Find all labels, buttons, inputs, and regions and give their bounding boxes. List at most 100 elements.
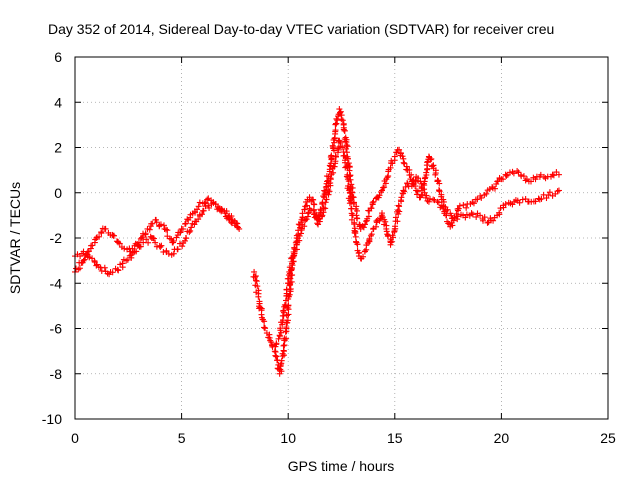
data-point (366, 235, 373, 242)
data-point (142, 230, 149, 237)
data-point (554, 188, 561, 195)
data-point (160, 222, 167, 229)
data-point (430, 196, 437, 203)
data-point (503, 172, 510, 179)
data-point (434, 198, 441, 205)
data-point (404, 180, 411, 187)
y-axis-label: SDTVAR / TECUs (7, 182, 23, 294)
data-point (360, 224, 367, 231)
data-point (128, 252, 135, 259)
data-point (384, 233, 391, 240)
data-point (330, 169, 337, 176)
data-point (86, 254, 93, 261)
data-point (331, 147, 338, 154)
data-point (255, 293, 262, 300)
data-point (372, 223, 379, 230)
data-point (146, 226, 153, 233)
data-point (346, 167, 353, 174)
data-point (345, 178, 352, 185)
data-point (258, 311, 265, 318)
data-point (261, 318, 268, 325)
data-point (275, 335, 282, 342)
x-tick-label: 25 (600, 430, 616, 446)
data-point (455, 205, 462, 212)
data-point (346, 189, 353, 196)
data-point (460, 202, 467, 209)
data-point (428, 155, 435, 162)
data-point (214, 206, 221, 213)
data-point (354, 215, 361, 222)
data-point (516, 199, 523, 206)
data-point (124, 256, 131, 263)
data-point (158, 242, 165, 249)
x-tick-label: 10 (280, 430, 296, 446)
data-point (473, 213, 480, 220)
data-point (234, 223, 241, 230)
data-point (390, 234, 397, 241)
data-point (80, 257, 87, 264)
data-point (281, 301, 288, 308)
data-point (283, 286, 290, 293)
data-point (522, 177, 529, 184)
data-point (206, 204, 213, 211)
data-point (101, 264, 108, 271)
data-point (480, 217, 487, 224)
data-point (549, 171, 556, 178)
data-point (468, 210, 475, 217)
data-point (179, 243, 186, 250)
data-point (102, 225, 109, 232)
data-point (201, 200, 208, 207)
data-point (280, 307, 287, 314)
data-point (279, 319, 286, 326)
data-point (369, 201, 376, 208)
y-tick-label: -2 (50, 230, 63, 246)
data-point (425, 198, 432, 205)
data-point (278, 368, 285, 375)
data-point (336, 138, 343, 145)
data-point (421, 186, 428, 193)
data-point (119, 260, 126, 267)
data-point (391, 229, 398, 236)
data-point (195, 203, 202, 210)
data-point (379, 214, 386, 221)
data-point (89, 242, 96, 249)
data-point (500, 176, 507, 183)
data-point (164, 227, 171, 234)
data-point (414, 191, 421, 198)
data-point (343, 163, 350, 170)
data-point (527, 178, 534, 185)
data-point (388, 238, 395, 245)
data-point (491, 185, 498, 192)
data-point (370, 198, 377, 205)
data-point (493, 181, 500, 188)
data-point (423, 169, 430, 176)
data-point (195, 216, 202, 223)
data-point (337, 108, 344, 115)
data-point (277, 325, 284, 332)
data-point (391, 153, 398, 160)
data-point (332, 153, 339, 160)
data-point (262, 325, 269, 332)
data-point (421, 175, 428, 182)
data-point (406, 166, 413, 173)
data-point (150, 235, 157, 242)
data-point (254, 283, 261, 290)
data-point (368, 231, 375, 238)
data-point (340, 124, 347, 131)
data-point (272, 352, 279, 359)
y-tick-label: -4 (50, 275, 63, 291)
data-point (153, 219, 160, 226)
data-point (188, 224, 195, 231)
data-point (360, 253, 367, 260)
data-point (394, 207, 401, 214)
data-point (149, 220, 156, 227)
data-point (291, 250, 298, 257)
data-point (490, 217, 497, 224)
data-point (343, 142, 350, 149)
data-point (222, 210, 229, 217)
data-point (341, 127, 348, 134)
data-point (109, 269, 116, 276)
data-point (389, 160, 396, 167)
data-point (354, 241, 361, 248)
y-tick-label: -8 (50, 366, 63, 382)
